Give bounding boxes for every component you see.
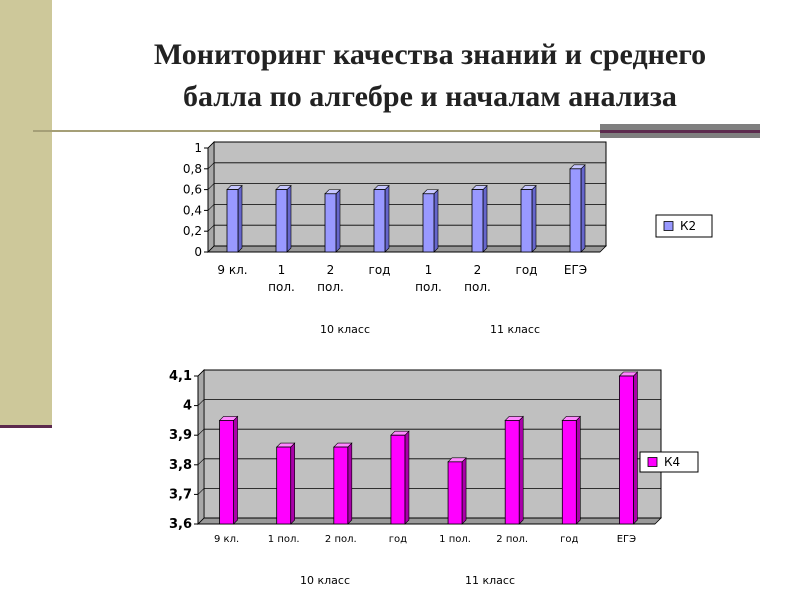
bar xyxy=(569,168,582,253)
y-tick-label: 4,1 xyxy=(169,369,192,384)
y-tick-label: 3,7 xyxy=(169,487,192,502)
group-label: 10 класс xyxy=(300,574,350,587)
bar-side xyxy=(576,415,581,525)
x-tick-label: год xyxy=(516,263,538,277)
bar xyxy=(447,461,463,525)
bar xyxy=(390,434,406,525)
y-tick-label: 0,2 xyxy=(183,224,202,238)
group-label: 11 класс xyxy=(490,323,540,336)
x-tick-label: 1 пол. xyxy=(439,534,471,545)
gridline-side xyxy=(207,183,215,190)
y-tick-label: 3,9 xyxy=(169,428,192,443)
plot-side-wall xyxy=(197,369,205,525)
y-tick-label: 4 xyxy=(183,399,192,414)
x-tick-label: 2 xyxy=(327,263,335,277)
x-tick-label: 1 пол. xyxy=(268,534,300,545)
y-tick-label: 3,8 xyxy=(169,458,192,473)
legend-label: К2 xyxy=(680,219,696,233)
title-accent-line xyxy=(600,130,760,133)
side-decor-line xyxy=(0,425,52,428)
slide-title-line-1: Мониторинг качества знаний и среднего xyxy=(153,38,707,71)
plot-area xyxy=(203,369,662,519)
x-tick-label: 2 xyxy=(474,263,482,277)
x-tick-label: год xyxy=(389,534,407,545)
bar xyxy=(520,189,533,253)
y-tick-label: 0 xyxy=(194,245,202,259)
x-tick-label: пол. xyxy=(464,280,491,294)
bar-side xyxy=(461,457,467,525)
x-tick-label: пол. xyxy=(268,280,295,294)
gridline-side xyxy=(197,488,205,495)
group-label: 10 класс xyxy=(320,323,370,336)
legend-box xyxy=(655,214,713,238)
gridline-side xyxy=(197,399,205,406)
bar xyxy=(504,419,520,525)
x-tick-label: ЕГЭ xyxy=(617,534,636,545)
bar-side xyxy=(404,430,410,525)
bar-side xyxy=(347,442,353,525)
x-tick-label: 9 кл. xyxy=(214,534,239,545)
bar xyxy=(275,189,288,253)
x-tick-label: год xyxy=(560,534,578,545)
title-underline xyxy=(33,130,600,132)
bar-side xyxy=(518,415,524,525)
legend-swatch xyxy=(647,457,658,467)
x-tick-label: год xyxy=(369,263,391,277)
gridline-side xyxy=(197,369,205,377)
x-tick-label: пол. xyxy=(317,280,344,294)
group-label: 11 класс xyxy=(465,574,515,587)
y-tick-label: 0,6 xyxy=(183,183,202,197)
gridline-side xyxy=(197,458,205,466)
x-tick-label: 1 xyxy=(425,263,433,277)
gridline-side xyxy=(207,224,215,232)
legend-swatch xyxy=(663,221,674,231)
x-tick-label: 9 кл. xyxy=(217,263,247,277)
legend-box xyxy=(639,451,699,473)
slide-title-line-2: балла по алгебре и началам анализа xyxy=(183,80,677,113)
bar xyxy=(276,446,292,525)
gridline-side xyxy=(207,141,215,149)
x-tick-label: 1 xyxy=(278,263,286,277)
bar xyxy=(619,375,634,525)
y-tick-label: 1 xyxy=(194,141,202,155)
plot-floor xyxy=(197,517,662,525)
bar xyxy=(226,189,239,253)
x-tick-label: 2 пол. xyxy=(496,534,528,545)
gridline-side xyxy=(207,162,215,170)
y-tick-label: 0,8 xyxy=(183,162,202,176)
bar xyxy=(324,193,337,253)
gridline-side xyxy=(207,204,215,211)
gridline-side xyxy=(197,428,205,436)
y-tick-label: 3,6 xyxy=(169,517,192,532)
bar-side xyxy=(290,442,295,525)
x-tick-label: ЕГЭ xyxy=(564,263,587,277)
bar xyxy=(333,446,349,525)
bar xyxy=(422,193,435,253)
slide-title: Мониторинг качества знаний и среднего ба… xyxy=(60,34,800,118)
bar xyxy=(373,189,386,253)
bar xyxy=(219,419,234,525)
legend-label: К4 xyxy=(664,455,680,469)
side-decor-band xyxy=(0,0,52,425)
bar xyxy=(471,189,484,253)
y-tick-label: 0,4 xyxy=(183,203,202,217)
bar-side xyxy=(233,415,238,525)
bar xyxy=(561,419,577,525)
x-tick-label: пол. xyxy=(415,280,442,294)
x-tick-label: 2 пол. xyxy=(325,534,357,545)
bar-side xyxy=(633,371,638,525)
